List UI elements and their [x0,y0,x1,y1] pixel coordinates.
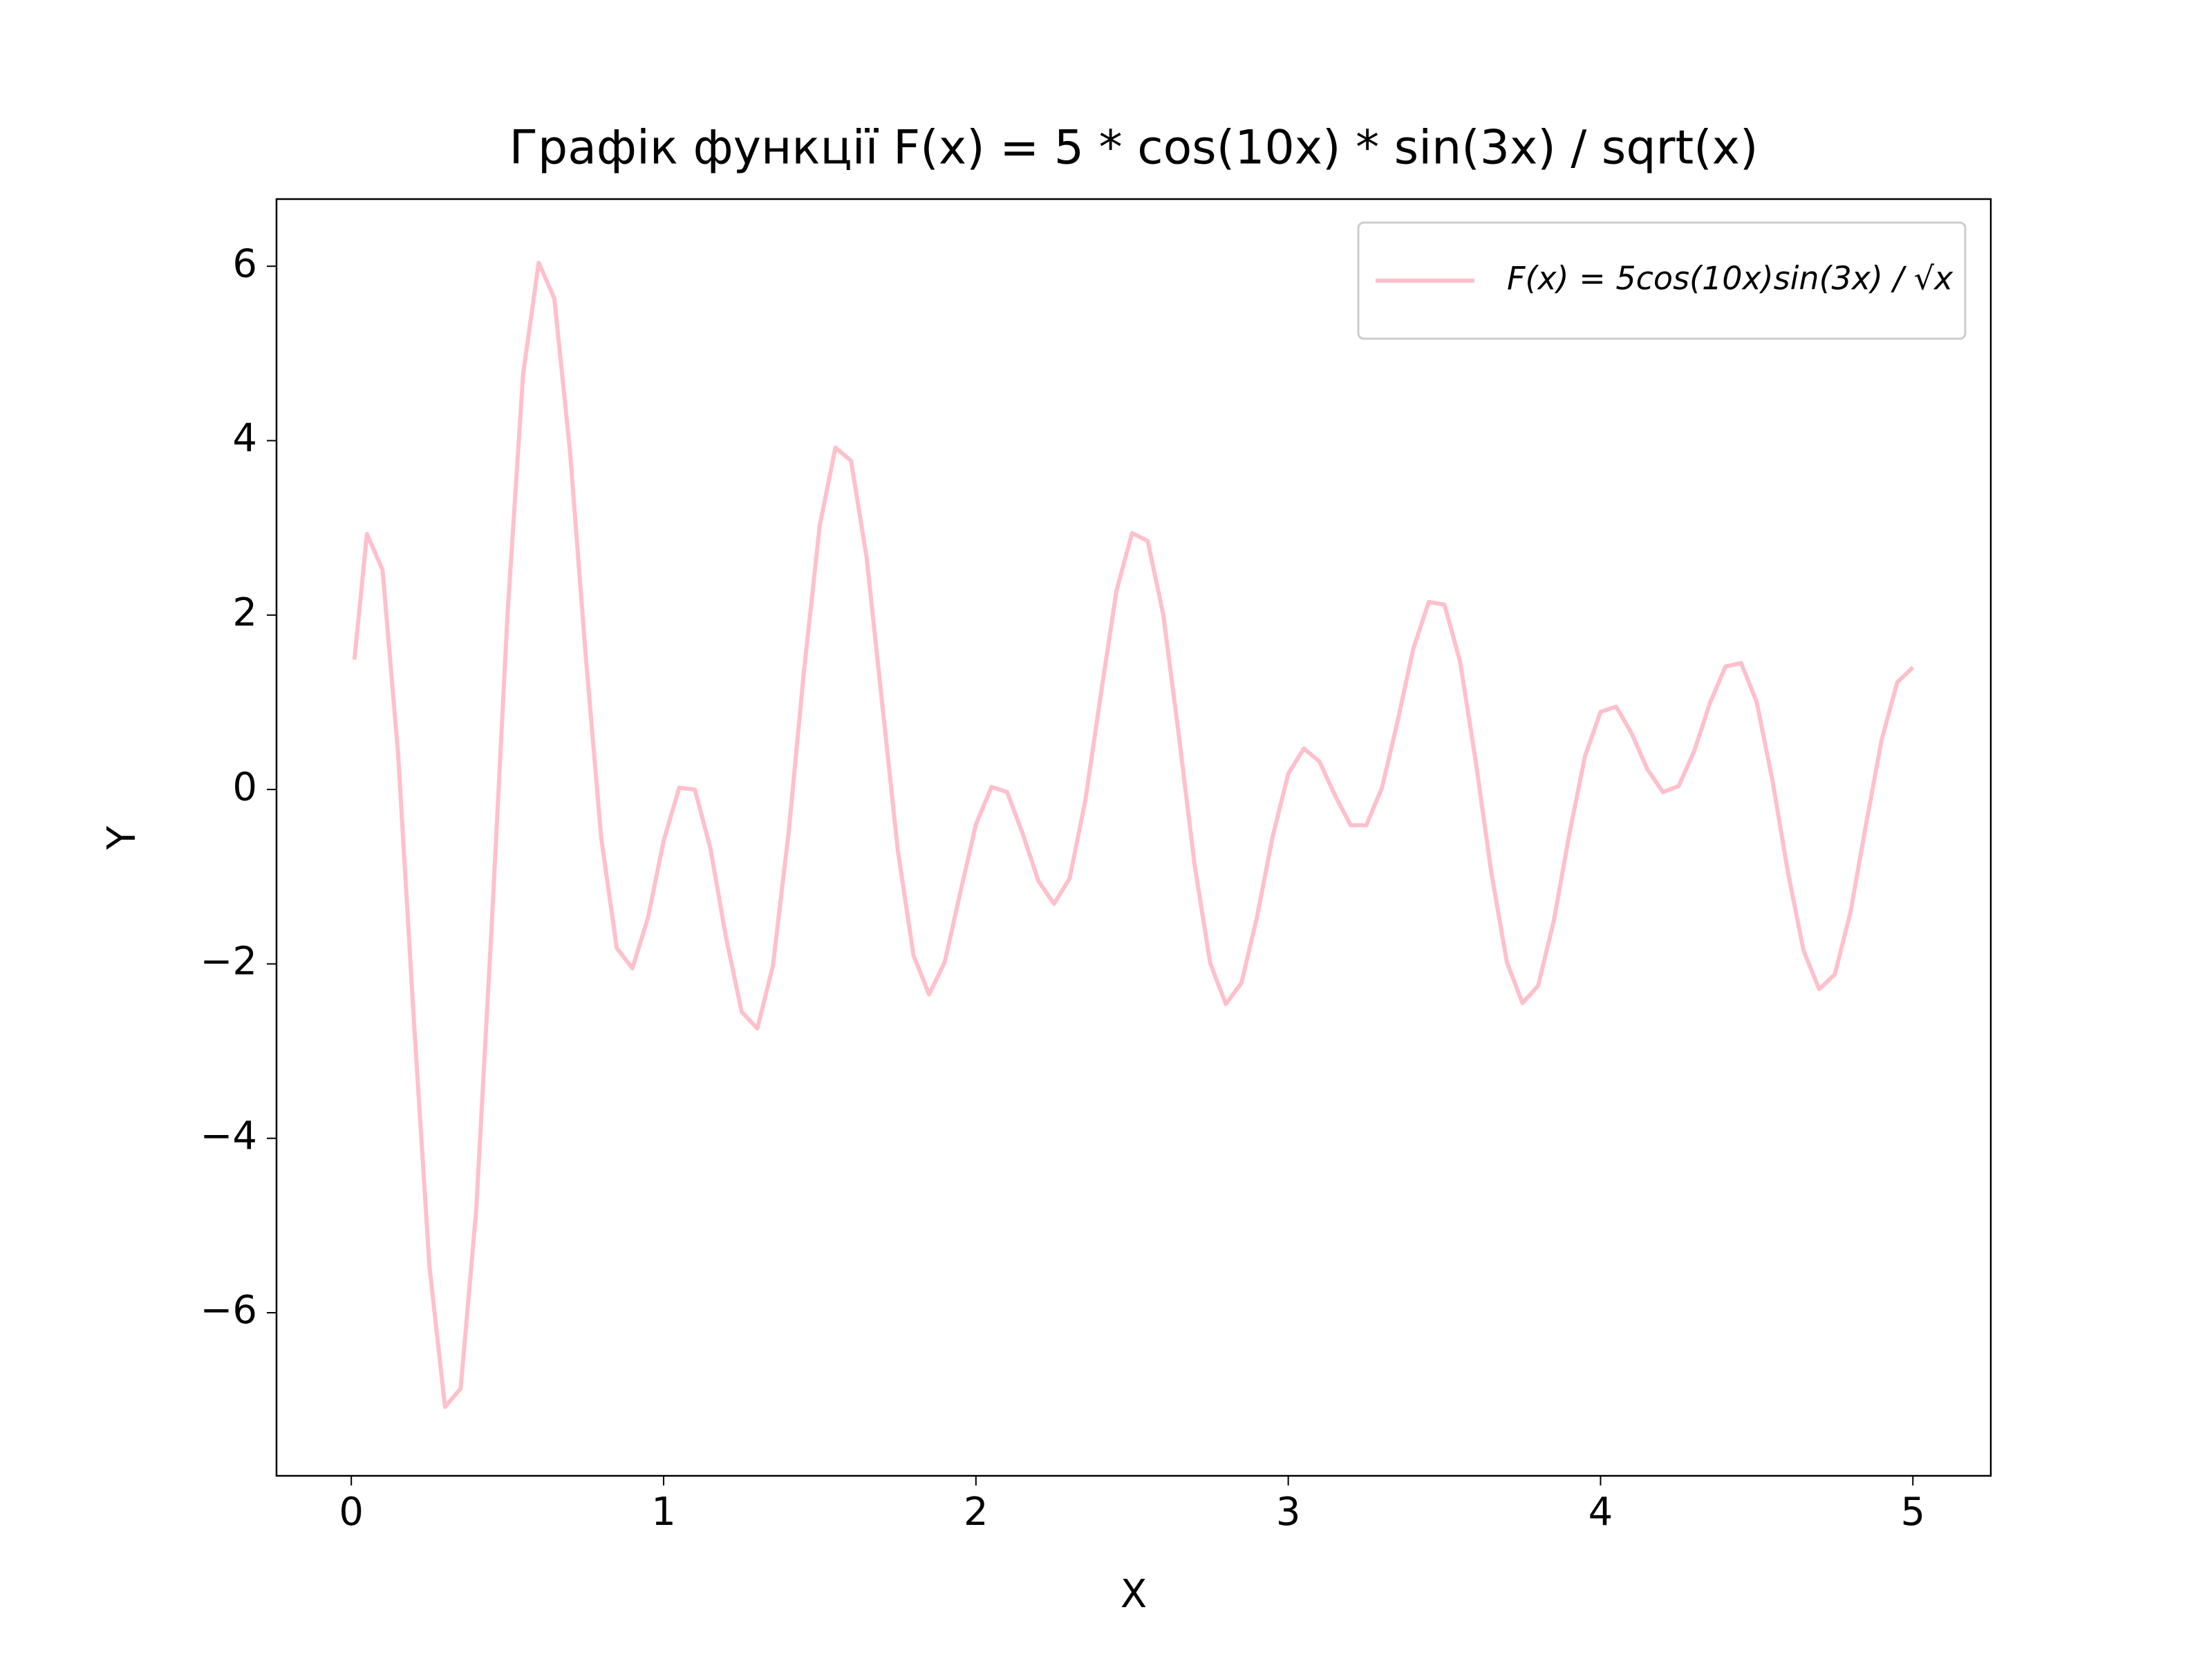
y-tick-label: 0 [232,765,257,809]
x-tick-label: 1 [651,1490,676,1535]
x-tick-label: 4 [1588,1490,1613,1535]
x-tick-label: 2 [964,1490,988,1535]
y-axis-label: Y [100,825,144,850]
y-tick-label: −2 [200,939,257,984]
x-tick-label: 3 [1276,1490,1301,1535]
y-tick-label: 2 [232,590,257,635]
x-tick-label: 0 [339,1490,364,1535]
y-tick-label: −4 [200,1114,257,1159]
y-tick-label: −6 [200,1288,257,1333]
legend-box [1357,221,1967,340]
x-axis-label: X [1121,1572,1147,1617]
legend-label: F(x) = 5cos(10x)sin(3x) / √x [1507,260,1953,297]
axes-frame [275,198,1992,1477]
y-tick-label: 4 [232,416,257,461]
chart-title: Графік функції F(x) = 5 * cos(10x) * sin… [509,121,1759,176]
y-tick-label: 6 [232,241,257,286]
x-tick-label: 5 [1900,1490,1925,1535]
data-line [352,261,1915,1409]
